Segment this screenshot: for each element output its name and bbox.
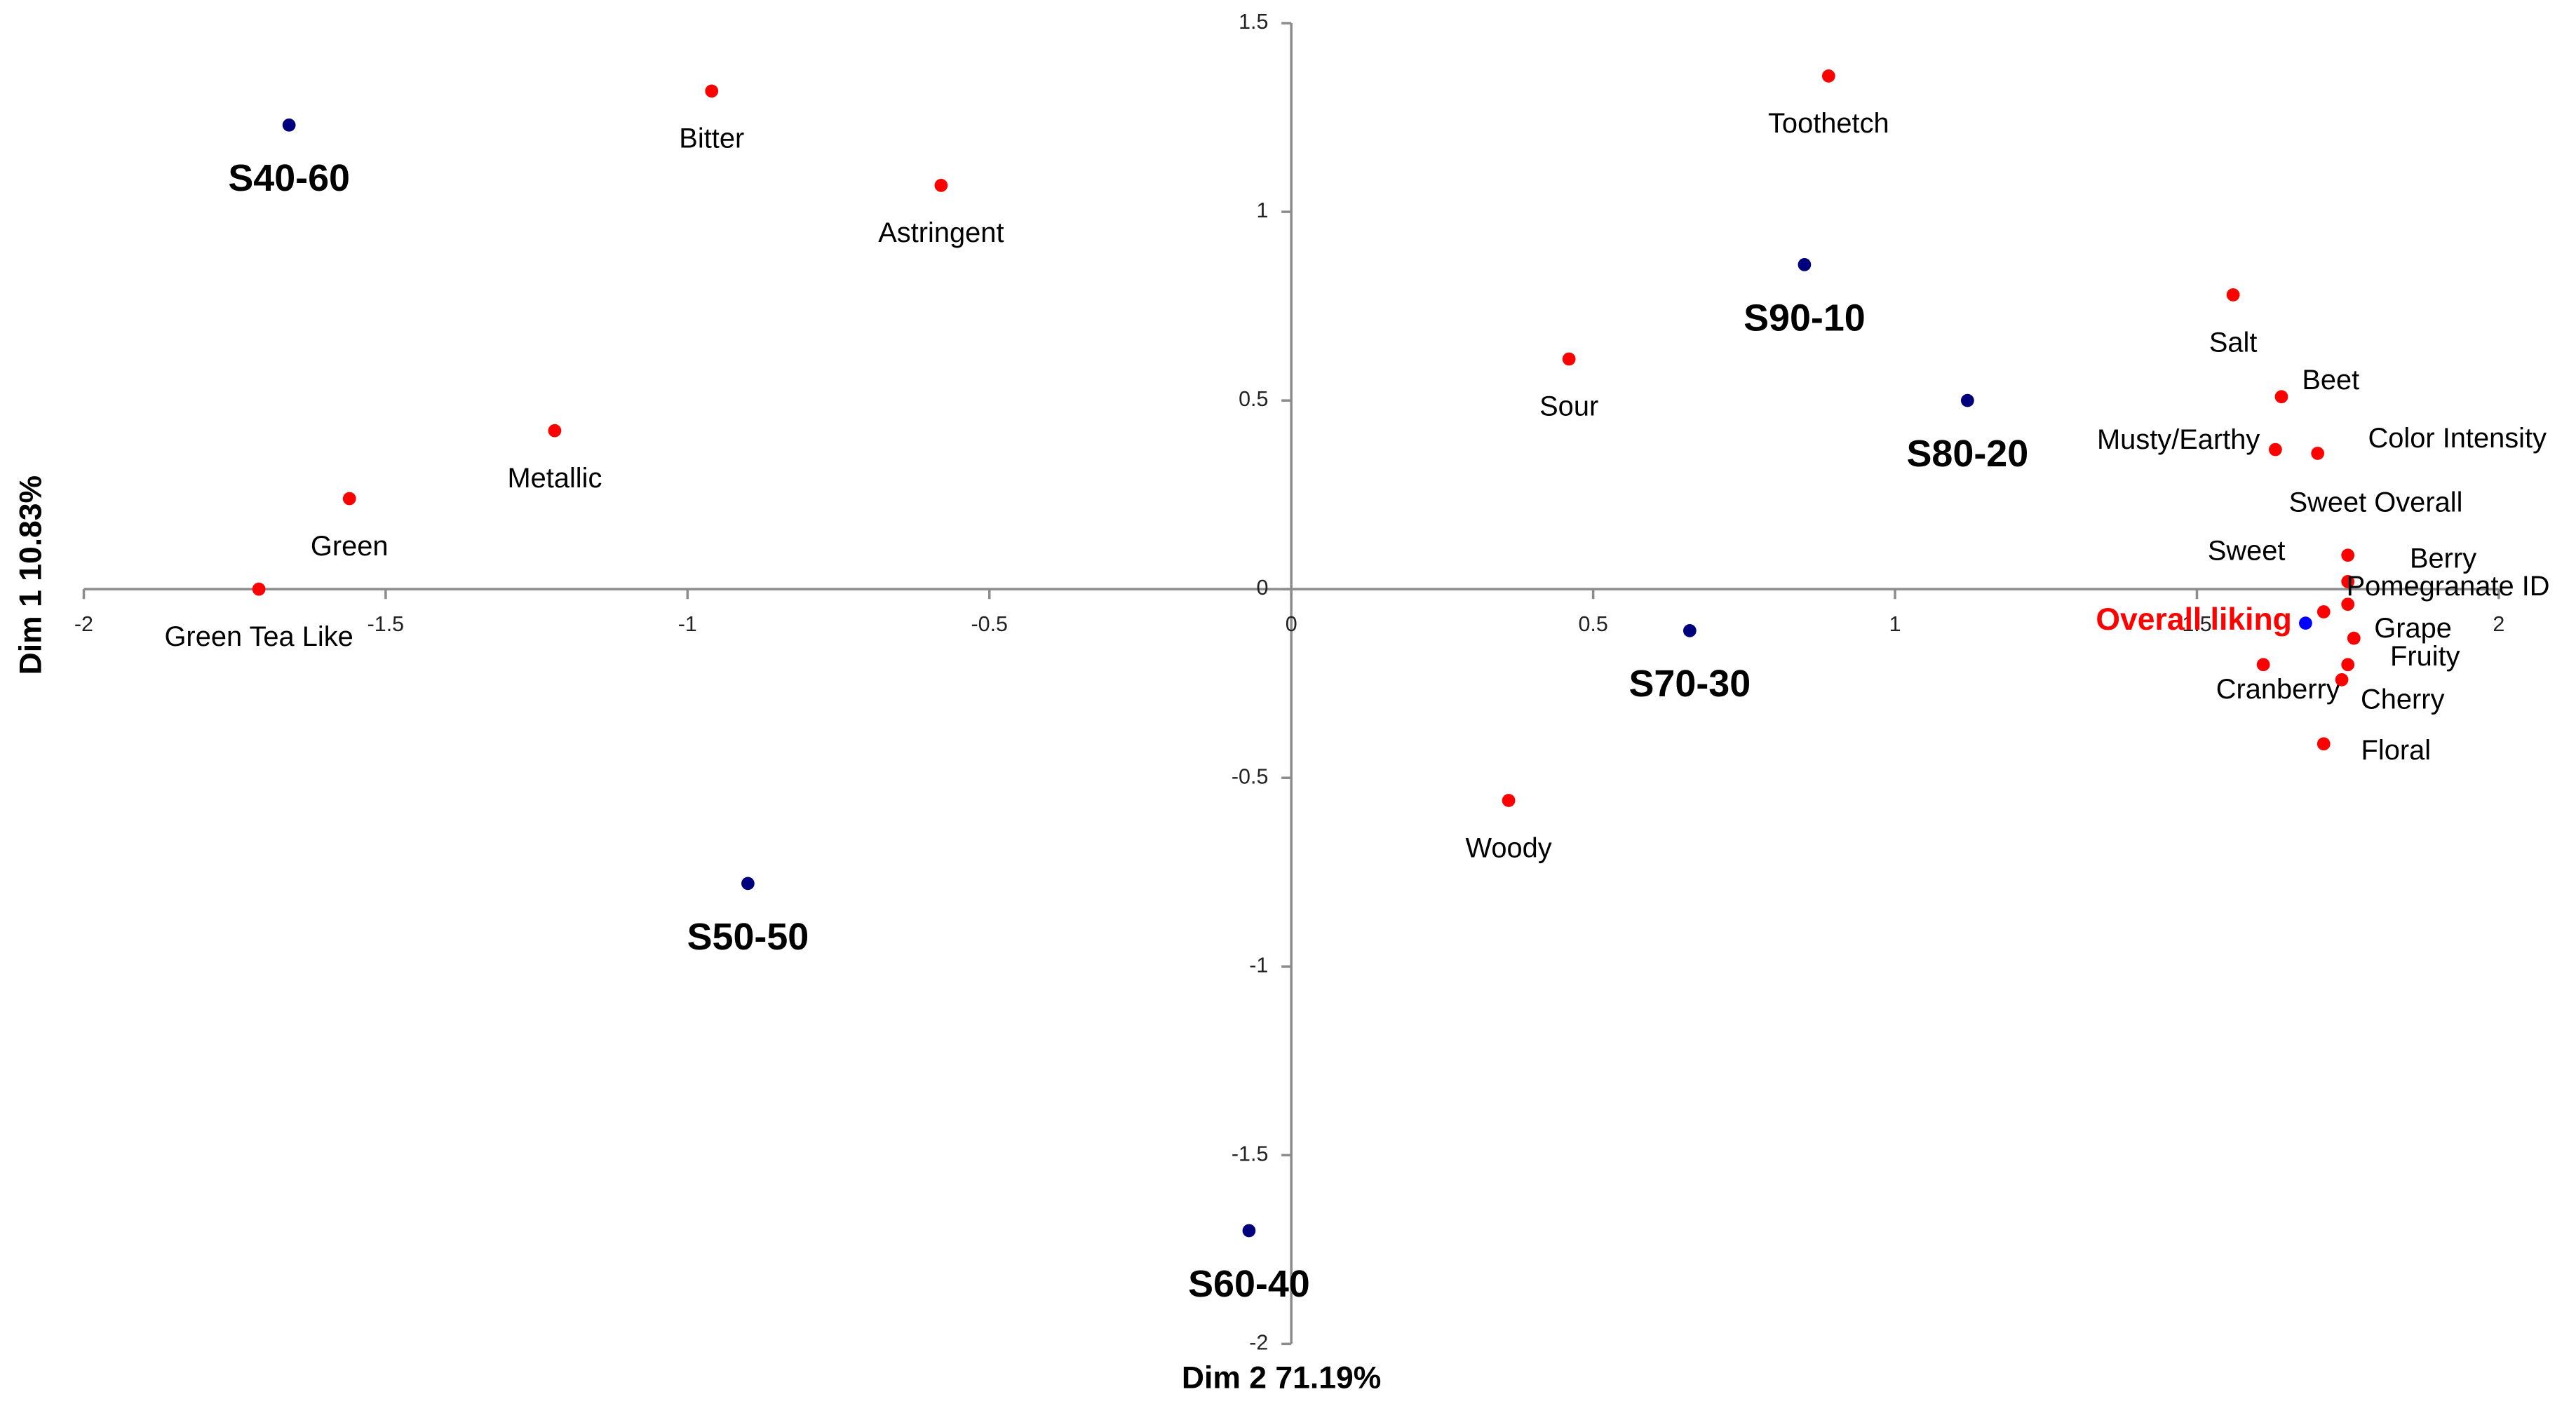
point-label: Astringent xyxy=(878,217,1004,248)
point-label: Cranberry xyxy=(2216,674,2340,705)
y-tick-label: 1 xyxy=(1256,198,1268,222)
point xyxy=(2226,288,2240,302)
y-tick-label: -1 xyxy=(1249,953,1268,977)
point xyxy=(282,118,296,132)
x-tick-label: -0.5 xyxy=(971,612,1008,636)
y-axis-title: Dim 1 10.83% xyxy=(14,475,48,675)
point-label: Salt xyxy=(2209,327,2258,358)
point-label: Sour xyxy=(1539,391,1598,422)
point xyxy=(934,179,948,192)
point-label: Woody xyxy=(1465,832,1551,863)
point xyxy=(1562,352,1576,366)
y-tick-label: 0.5 xyxy=(1239,387,1268,411)
point xyxy=(252,582,266,596)
point xyxy=(1242,1224,1256,1238)
x-tick-label: 1.5 xyxy=(2182,612,2211,636)
point-label: Pomegranate ID xyxy=(2347,571,2550,602)
point-label: Floral xyxy=(2361,735,2432,766)
point-label: Green xyxy=(311,531,389,562)
y-tick-label: 1.5 xyxy=(1239,10,1268,34)
point-label: Grape xyxy=(2374,613,2452,644)
x-tick-label: -1 xyxy=(678,612,697,636)
point xyxy=(2269,442,2282,457)
point xyxy=(705,84,719,98)
y-tick-label: -0.5 xyxy=(1232,764,1268,788)
point-label: Bitter xyxy=(679,123,744,154)
point-label: S60-40 xyxy=(1188,1263,1310,1305)
point-label: Overall liking xyxy=(2096,602,2291,637)
point-label: Beet xyxy=(2302,365,2359,395)
y-tick-label: -2 xyxy=(1249,1330,1268,1354)
point xyxy=(2341,597,2355,611)
point-label: Cherry xyxy=(2361,684,2445,715)
point xyxy=(2274,390,2288,404)
point xyxy=(342,492,356,506)
point xyxy=(2299,616,2312,630)
x-tick-label: 0 xyxy=(1286,612,1297,636)
point xyxy=(1683,624,1697,637)
x-tick-label: 0.5 xyxy=(1578,612,1607,636)
point xyxy=(2347,631,2361,645)
point-label: S90-10 xyxy=(1744,297,1866,339)
point xyxy=(1798,258,1812,271)
y-tick-label: -1.5 xyxy=(1232,1142,1268,1165)
point-label: S80-20 xyxy=(1907,433,2029,475)
point xyxy=(2341,548,2355,562)
point-label: Fruity xyxy=(2390,641,2460,672)
point-label: Musty/Earthy xyxy=(2097,424,2260,455)
point xyxy=(1960,393,1974,407)
point xyxy=(2311,447,2325,460)
point xyxy=(1502,794,1516,807)
x-tick-label: -1.5 xyxy=(367,612,404,636)
point-label: Metallic xyxy=(507,463,602,494)
point xyxy=(1821,69,1835,83)
point xyxy=(2341,575,2355,588)
point xyxy=(2317,605,2331,618)
point-label: Toothetch xyxy=(1768,108,1889,139)
x-tick-label: -2 xyxy=(74,612,93,636)
point-label: Sweet xyxy=(2208,536,2286,567)
point-label: Green Tea Like xyxy=(164,621,353,652)
point xyxy=(2317,737,2331,751)
point xyxy=(2335,672,2349,687)
point xyxy=(2256,658,2270,672)
point xyxy=(548,424,562,438)
point-label: Color Intensity xyxy=(2368,423,2547,454)
x-axis-title: Dim 2 71.19% xyxy=(1182,1361,1381,1395)
point-label: S50-50 xyxy=(687,916,809,958)
point xyxy=(741,877,755,891)
point-label: Berry xyxy=(2410,543,2476,574)
point-label: Sweet Overall xyxy=(2289,487,2463,518)
x-tick-label: 1 xyxy=(1889,612,1901,636)
point-label: S70-30 xyxy=(1629,663,1751,705)
point xyxy=(2341,658,2355,672)
point-label: S40-60 xyxy=(228,157,350,199)
x-tick-label: 2 xyxy=(2493,612,2504,636)
y-tick-label: 0 xyxy=(1256,576,1268,600)
